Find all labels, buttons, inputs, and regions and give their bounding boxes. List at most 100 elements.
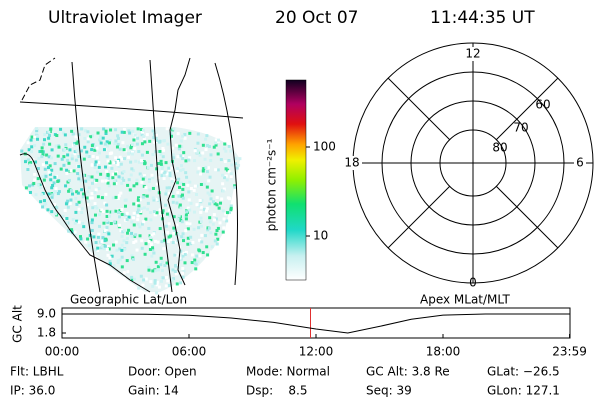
pixel	[130, 277, 134, 281]
pixel	[159, 263, 163, 267]
pixel	[219, 201, 223, 205]
pixel	[187, 198, 191, 202]
pixel	[41, 205, 45, 209]
pixel	[147, 179, 151, 183]
pixel	[103, 244, 107, 248]
pixel	[205, 207, 209, 211]
pixel	[62, 155, 66, 159]
pixel	[123, 198, 127, 202]
pixel	[76, 191, 80, 195]
pixel	[163, 238, 167, 242]
pixel	[193, 159, 197, 163]
pixel	[110, 166, 114, 170]
pixel	[147, 178, 151, 182]
pixel	[111, 210, 115, 214]
pixel	[179, 281, 183, 285]
pixel	[229, 204, 233, 208]
pixel	[214, 141, 218, 145]
pixel	[118, 215, 122, 219]
pixel	[72, 169, 76, 173]
pixel	[94, 204, 98, 208]
pixel	[165, 127, 169, 131]
pixel	[129, 173, 133, 177]
pixel	[122, 271, 126, 275]
pixel	[127, 228, 131, 232]
pixel	[108, 138, 112, 142]
pixel	[200, 233, 204, 237]
pixel	[41, 163, 45, 167]
pixel	[140, 161, 144, 165]
pixel	[120, 176, 124, 180]
pixel	[189, 235, 193, 239]
pixel	[126, 144, 130, 148]
pixel	[208, 202, 212, 206]
pixel	[208, 220, 212, 224]
pixel	[124, 218, 128, 222]
pixel	[139, 207, 143, 211]
pixel	[207, 226, 211, 230]
pixel	[151, 153, 155, 157]
pixel	[133, 147, 137, 151]
pixel	[130, 235, 134, 239]
pixel	[104, 129, 108, 133]
pixel	[77, 207, 81, 211]
pixel	[94, 241, 98, 245]
pixel	[149, 218, 153, 222]
pixel	[86, 237, 90, 241]
pixel	[93, 202, 97, 206]
pixel	[160, 260, 164, 264]
pixel	[86, 130, 90, 134]
pixel	[198, 199, 202, 203]
pixel	[74, 196, 78, 200]
pixel	[99, 246, 103, 250]
pixel	[200, 240, 204, 244]
pixel	[53, 212, 57, 216]
pixel	[121, 141, 125, 145]
pixel	[83, 136, 87, 140]
pixel	[165, 212, 169, 216]
pixel	[213, 202, 217, 206]
pixel	[138, 225, 142, 229]
pixel	[178, 144, 182, 148]
pixel	[47, 170, 51, 174]
altitude-frame	[61, 307, 571, 339]
pixel	[175, 169, 179, 173]
pixel	[147, 240, 151, 244]
info-field: Door: Open	[128, 365, 197, 379]
pixel	[182, 182, 186, 186]
pixel	[70, 154, 74, 158]
pixel	[90, 228, 94, 232]
pixel	[120, 212, 124, 216]
pixel	[116, 159, 120, 163]
pixel	[134, 159, 138, 163]
pixel	[51, 193, 55, 197]
pixel	[204, 257, 208, 261]
pixel	[97, 186, 101, 190]
pixel	[105, 219, 109, 223]
pixel	[143, 176, 147, 180]
pixel	[86, 203, 90, 207]
pixel	[181, 196, 185, 200]
pixel	[71, 132, 75, 136]
pixel	[35, 128, 39, 132]
pixel	[175, 282, 179, 286]
pixel	[162, 232, 166, 236]
pixel	[144, 217, 148, 221]
pixel	[30, 150, 34, 154]
pixel	[171, 146, 175, 150]
pixel	[140, 180, 144, 184]
colorbar-label: photon cm⁻²s⁻¹	[265, 138, 279, 231]
pixel	[117, 164, 121, 168]
pixel	[215, 195, 219, 199]
pixel	[168, 208, 172, 212]
pixel	[125, 218, 129, 222]
pixel	[183, 136, 187, 140]
pixel	[73, 230, 77, 234]
pixel	[87, 177, 91, 181]
pixel	[158, 227, 162, 231]
pixel	[168, 174, 172, 178]
mlat-label: 80	[492, 141, 507, 155]
pixel	[112, 243, 116, 247]
pixel	[137, 204, 141, 208]
pixel	[80, 188, 84, 192]
